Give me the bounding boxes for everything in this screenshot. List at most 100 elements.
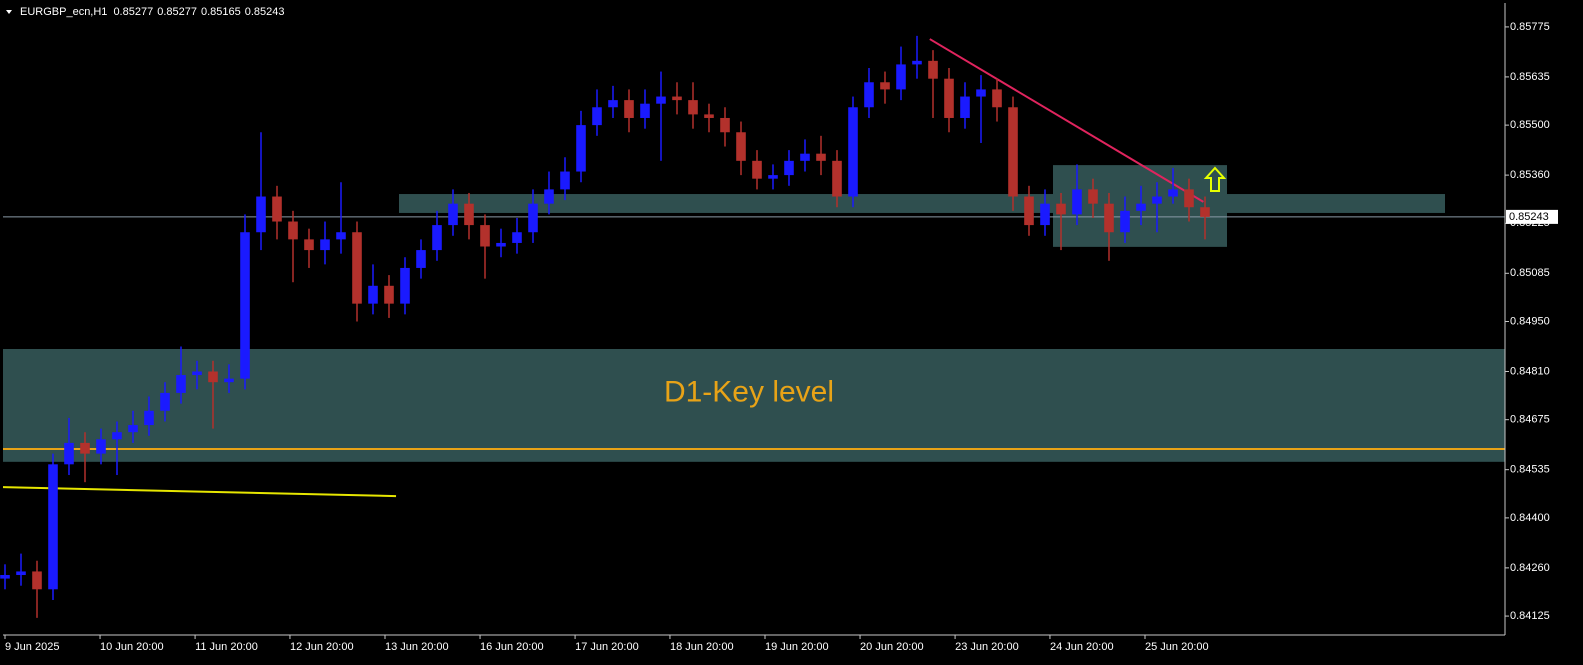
header-high: 0.85277 [157, 6, 197, 18]
candle-body [1104, 203, 1114, 233]
last-price-box [1506, 209, 1558, 224]
candle-body [32, 571, 42, 590]
candle-body [224, 378, 234, 383]
x-tick-label: 13 Jun 20:00 [385, 641, 449, 653]
candle-body [1136, 203, 1146, 211]
x-tick-label: 23 Jun 20:00 [955, 641, 1019, 653]
y-tick-label: 0.85775 [1510, 21, 1550, 33]
candle-body [1168, 189, 1178, 197]
candle-body [208, 371, 218, 383]
candle-body [352, 232, 362, 304]
candle-body [0, 575, 10, 579]
candle-body [864, 82, 874, 108]
candle-body [16, 571, 26, 576]
y-tick-label: 0.85635 [1510, 71, 1550, 83]
candle-body [176, 375, 186, 393]
y-tick-label: 0.85500 [1510, 119, 1550, 131]
zone [3, 348, 1505, 462]
trend-line [929, 38, 1204, 203]
header-open: 0.85277 [113, 6, 153, 18]
zones: D1-Key level [3, 165, 1505, 462]
candle-body [336, 232, 346, 240]
candle-body [704, 114, 714, 118]
candle-body [672, 96, 682, 101]
last-price-label: 0.85243 [1509, 211, 1549, 223]
candle-body [528, 203, 538, 233]
candle-body [784, 160, 794, 176]
candle-body [880, 82, 890, 90]
candle-body [800, 153, 810, 161]
candle-body [288, 221, 298, 240]
x-tick-label: 16 Jun 20:00 [480, 641, 544, 653]
header-close: 0.85243 [245, 6, 285, 18]
x-tick-label: 17 Jun 20:00 [575, 641, 639, 653]
header-low: 0.85165 [201, 6, 241, 18]
candle-body [432, 225, 442, 251]
candle-body [944, 78, 954, 118]
candle-body [768, 175, 778, 179]
y-tick-label: 0.84125 [1510, 610, 1550, 622]
x-tick-label: 18 Jun 20:00 [670, 641, 734, 653]
menu-triangle [6, 10, 12, 14]
candle-body [64, 442, 74, 465]
symbol: EURGBP_ecn,H1 [20, 6, 107, 18]
candle-body [48, 464, 58, 590]
candle-body [560, 171, 570, 190]
candle-body [1024, 196, 1034, 226]
candle-body [832, 160, 842, 197]
candle-body [1040, 203, 1050, 226]
candle-body [1088, 189, 1098, 204]
candle-body [1184, 189, 1194, 208]
x-tick-label: 9 Jun 2025 [5, 641, 59, 653]
x-tick-label: 24 Jun 20:00 [1050, 641, 1114, 653]
x-tick-label: 12 Jun 20:00 [290, 641, 354, 653]
candle-body [688, 100, 698, 115]
candle-body [416, 250, 426, 268]
candle-body [624, 100, 634, 118]
candle-body [960, 96, 970, 118]
candle-body [480, 225, 490, 247]
up-arrow [1203, 166, 1227, 192]
candle-body [1056, 203, 1066, 215]
candle-body [992, 89, 1002, 108]
candle-body [976, 89, 986, 97]
candle-body [640, 103, 650, 118]
candle-body [1072, 189, 1082, 215]
candle-body [848, 107, 858, 197]
candle-body [400, 267, 410, 304]
plot [0, 35, 1505, 618]
zone [399, 194, 1445, 213]
trend-line [2, 486, 397, 498]
y-tick-label: 0.84535 [1510, 464, 1550, 476]
candle-body [240, 232, 250, 379]
candle-body [96, 439, 106, 454]
candle-body [736, 132, 746, 161]
x-tick-label: 10 Jun 20:00 [100, 641, 164, 653]
candle-body [368, 285, 378, 304]
candle-body [816, 153, 826, 161]
candle-body [544, 189, 554, 204]
candle-body [320, 239, 330, 251]
x-tick-label: 11 Jun 20:00 [195, 641, 258, 653]
candle-body [656, 96, 666, 104]
candle-body [464, 203, 474, 226]
candle-body [384, 285, 394, 304]
y-tick-label: 0.84260 [1510, 562, 1550, 574]
y-tick-label: 0.85085 [1510, 267, 1550, 279]
candle-body [304, 239, 314, 251]
x-tick-label: 25 Jun 20:00 [1145, 641, 1209, 653]
candle-body [1120, 210, 1130, 233]
candle-body [112, 432, 122, 440]
y-tick-label: 0.84400 [1510, 512, 1550, 524]
candle-body [496, 242, 506, 247]
y-tick-label: 0.84810 [1510, 365, 1550, 377]
candle-body [1008, 107, 1018, 197]
candle-body [80, 442, 90, 454]
candle-body [1152, 196, 1162, 204]
candle-body [160, 392, 170, 411]
candle-body [272, 196, 282, 222]
x-tick-label: 19 Jun 20:00 [765, 641, 829, 653]
y-tick-label: 0.84675 [1510, 414, 1550, 426]
